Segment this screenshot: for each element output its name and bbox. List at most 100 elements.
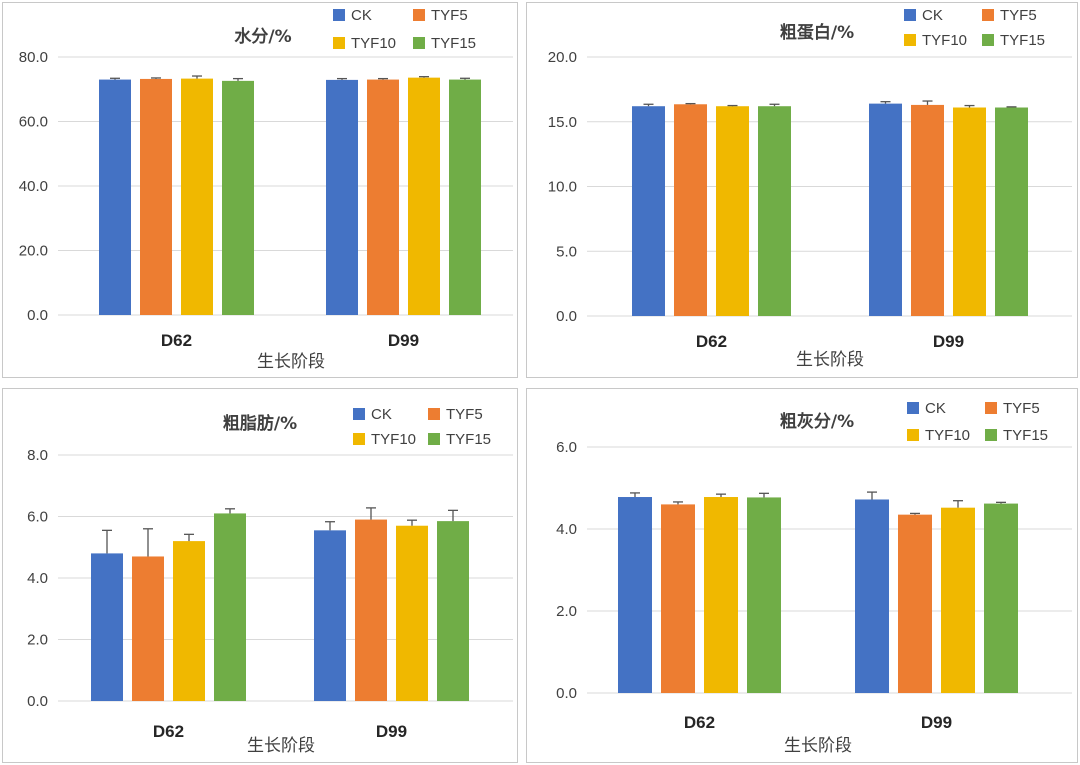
bar [99, 79, 131, 315]
bar [355, 519, 387, 701]
legend-swatch [413, 37, 425, 49]
y-tick-label: 40.0 [19, 178, 48, 195]
legend-label: TYF10 [351, 35, 396, 52]
bar [941, 507, 975, 693]
chart-svg: 0.0 5.0 10.0 15.0 20.0 D62 D99 粗蛋白/% 生长阶段 CK TYF5 T… [548, 7, 1072, 370]
bar [898, 514, 932, 693]
legend-swatch [333, 37, 345, 49]
legend-swatch [907, 402, 919, 414]
legend-swatch [428, 433, 440, 445]
bar [181, 78, 213, 315]
legend-label: CK [922, 7, 943, 24]
bar [449, 79, 481, 315]
category-label: D62 [161, 331, 192, 350]
chart-svg: 0.0 2.0 4.0 6.0 8.0 D62 D99 粗脂肪/% 生长阶段 CK TYF5 TYF1… [27, 406, 513, 756]
bar [91, 553, 123, 701]
category-label: D99 [921, 713, 952, 732]
x-axis-label: 生长阶段 [784, 736, 852, 756]
legend-swatch [985, 402, 997, 414]
bar [222, 80, 254, 316]
chart-svg: 0.0 2.0 4.0 6.0 D62 D99 粗灰分/% 生长阶段 CK TYF5 TYF10 TY… [556, 400, 1072, 756]
chart-title: 粗脂肪/% [223, 413, 297, 434]
bar [396, 525, 428, 701]
legend-label: TYF15 [431, 35, 476, 52]
legend-label: TYF15 [1003, 427, 1048, 444]
chart-panel-crude-fat: 0.0 2.0 4.0 6.0 8.0 D62 D99 粗脂肪/% 生长阶段 CK TYF5 TYF1… [2, 388, 518, 763]
category-label: D99 [388, 331, 419, 350]
y-tick-label: 6.0 [556, 439, 577, 456]
bar [632, 106, 665, 317]
bar [408, 77, 440, 315]
y-tick-label: 20.0 [548, 49, 577, 66]
y-tick-label: 6.0 [27, 509, 48, 526]
bar [437, 521, 469, 701]
bar [984, 503, 1018, 693]
chart-panel-moisture: 0.0 20.0 40.0 60.0 80.0 D62 D99 水分/% 生长阶段 CK TYF5 T… [2, 2, 518, 378]
legend-swatch [353, 433, 365, 445]
chart-panel-crude-protein: 0.0 5.0 10.0 15.0 20.0 D62 D99 粗蛋白/% 生长阶段 CK TYF5 T… [526, 2, 1078, 378]
legend-label: TYF10 [371, 431, 416, 448]
bar [911, 104, 944, 316]
legend-swatch [982, 34, 994, 46]
bar [173, 541, 205, 701]
legend-label: CK [351, 7, 372, 24]
legend-label: TYF15 [446, 431, 491, 448]
bar [716, 106, 749, 317]
category-label: D62 [153, 722, 184, 741]
legend-swatch [428, 408, 440, 420]
chart-title: 水分/% [234, 26, 291, 47]
y-tick-label: 20.0 [19, 243, 48, 260]
bar [869, 103, 902, 317]
bar [132, 556, 164, 701]
legend-label: TYF10 [922, 32, 967, 49]
bar [855, 499, 889, 693]
legend-swatch [413, 9, 425, 21]
y-tick-label: 0.0 [27, 693, 48, 710]
x-axis-label: 生长阶段 [796, 350, 864, 370]
legend-swatch [353, 408, 365, 420]
y-tick-label: 0.0 [556, 308, 577, 325]
legend-label: CK [371, 406, 392, 423]
legend-label: TYF5 [1000, 7, 1037, 24]
legend-label: TYF5 [1003, 400, 1040, 417]
legend-label: TYF5 [431, 7, 468, 24]
y-tick-label: 8.0 [27, 447, 48, 464]
bar [661, 504, 695, 693]
y-tick-label: 0.0 [27, 307, 48, 324]
category-label: D62 [696, 332, 727, 351]
bar [314, 530, 346, 701]
legend-label: TYF10 [925, 427, 970, 444]
category-label: D62 [684, 713, 715, 732]
category-label: D99 [933, 332, 964, 351]
bar [367, 79, 399, 315]
y-tick-label: 15.0 [548, 114, 577, 131]
legend-swatch [907, 429, 919, 441]
y-tick-label: 5.0 [556, 243, 577, 260]
bar [704, 497, 738, 693]
y-tick-label: 80.0 [19, 49, 48, 66]
bar [326, 79, 358, 316]
y-tick-label: 4.0 [556, 521, 577, 538]
chart-panel-crude-ash: 0.0 2.0 4.0 6.0 D62 D99 粗灰分/% 生长阶段 CK TYF5 TYF10 TY… [526, 388, 1078, 763]
bar [674, 104, 707, 316]
legend-label: TYF5 [446, 406, 483, 423]
chart-svg: 0.0 20.0 40.0 60.0 80.0 D62 D99 水分/% 生长阶段 CK TYF5 T… [19, 7, 513, 372]
chart-title: 粗灰分/% [780, 411, 854, 432]
y-tick-label: 10.0 [548, 179, 577, 196]
bar [747, 497, 781, 693]
legend-swatch [904, 9, 916, 21]
x-axis-label: 生长阶段 [257, 352, 325, 372]
bar [995, 107, 1028, 316]
legend-swatch [904, 34, 916, 46]
bar [953, 107, 986, 316]
y-tick-label: 2.0 [27, 632, 48, 649]
chart-title: 粗蛋白/% [780, 22, 854, 43]
bar [140, 78, 172, 316]
category-label: D99 [376, 722, 407, 741]
y-tick-label: 4.0 [27, 570, 48, 587]
legend-swatch [985, 429, 997, 441]
y-tick-label: 60.0 [19, 114, 48, 131]
bar [618, 497, 652, 693]
y-tick-label: 2.0 [556, 603, 577, 620]
x-axis-label: 生长阶段 [247, 736, 315, 756]
